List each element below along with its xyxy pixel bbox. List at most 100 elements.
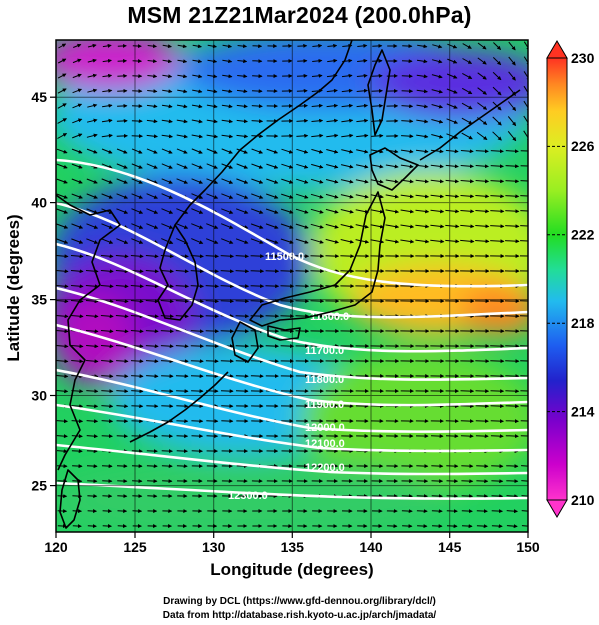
wind-arrow	[491, 479, 504, 484]
coastline-korea	[157, 224, 199, 321]
wind-arrow	[190, 329, 204, 334]
wind-arrow	[116, 163, 128, 169]
wind-arrow	[191, 223, 204, 229]
wind-arrow	[102, 58, 112, 63]
wind-arrow	[221, 134, 234, 139]
wind-arrow	[490, 419, 504, 424]
wind-arrow	[176, 178, 189, 184]
colorbar-tick-label: 222	[571, 227, 595, 243]
wind-arrow	[445, 224, 460, 229]
wind-arrow	[56, 359, 69, 364]
wind-arrow	[401, 119, 414, 124]
wind-arrow	[431, 134, 444, 139]
wind-arrow	[265, 208, 279, 214]
wind-arrow	[176, 134, 188, 139]
wind-arrow	[490, 434, 504, 439]
wind-arrow	[326, 103, 339, 108]
wind-arrow	[401, 89, 414, 94]
wind-arrow	[476, 509, 488, 514]
wind-arrow	[505, 419, 519, 424]
wind-arrow	[221, 238, 234, 244]
contour-labels: 11500.0 11600.0 11700.0 11800.0 11900.0 …	[228, 251, 349, 502]
wind-arrow	[70, 269, 84, 274]
wind-arrow	[341, 103, 354, 108]
wind-arrow	[116, 419, 129, 424]
wind-arrow	[252, 74, 263, 79]
wind-arrow	[86, 464, 98, 469]
wind-arrow	[477, 57, 487, 65]
wind-arrow	[70, 254, 84, 259]
y-tick-label: 25	[31, 478, 47, 494]
wind-arrow	[477, 42, 487, 50]
wind-arrow	[207, 89, 218, 94]
wind-arrow	[447, 58, 458, 64]
wind-arrow	[266, 163, 279, 169]
wind-arrow	[415, 179, 429, 184]
wind-arrow	[416, 104, 429, 109]
wind-arrow	[71, 148, 83, 154]
wind-arrow	[146, 163, 158, 169]
wind-arrow	[311, 103, 323, 108]
wind-arrow	[56, 314, 69, 319]
wind-arrow	[520, 210, 528, 212]
wind-arrow	[265, 269, 280, 274]
wind-arrow	[175, 269, 189, 274]
wind-arrow	[86, 344, 99, 349]
wind-arrow	[131, 374, 144, 379]
wind-arrow	[57, 464, 68, 469]
wind-arrow	[206, 223, 219, 229]
wind-arrow	[492, 116, 502, 126]
contour-label-12100: 12100.0	[305, 438, 345, 450]
wind-arrow	[493, 42, 502, 50]
wind-arrow	[87, 73, 98, 78]
wind-arrow	[56, 434, 68, 439]
wind-arrow	[476, 524, 488, 529]
wind-arrow	[460, 149, 474, 154]
wind-arrow	[491, 524, 503, 529]
wind-arrow	[461, 87, 473, 95]
wind-arrow	[236, 134, 249, 139]
coastline-hokkaido	[369, 147, 419, 191]
wind-arrow	[87, 103, 98, 108]
wind-arrow	[265, 284, 280, 289]
wind-arrow	[86, 193, 98, 199]
wind-arrow	[356, 88, 368, 93]
contour-line-12000	[56, 368, 528, 433]
wind-arrow	[116, 208, 129, 214]
wind-arrow	[162, 44, 172, 49]
wind-arrow	[160, 359, 174, 364]
wind-arrow	[430, 209, 445, 214]
wind-arrow	[521, 510, 528, 512]
wind-arrow	[446, 118, 459, 124]
wind-arrow	[161, 404, 174, 409]
wind-arrow	[431, 119, 444, 124]
wind-arrow	[355, 239, 370, 244]
wind-arrow	[520, 375, 528, 377]
wind-arrow	[490, 164, 504, 169]
contour-line-12100	[56, 403, 528, 453]
wind-arrow	[207, 44, 217, 49]
colorbar-tick-label: 230	[571, 50, 595, 66]
wind-arrow	[475, 149, 489, 154]
wind-arrow	[71, 344, 84, 349]
wind-arrow	[70, 299, 84, 304]
wind-arrow	[71, 208, 84, 214]
wind-arrow	[102, 73, 113, 78]
wind-arrow	[115, 344, 129, 349]
wind-arrow	[175, 299, 189, 304]
wind-arrow	[385, 209, 400, 214]
coastline-honshu	[249, 191, 386, 327]
wind-arrow	[206, 104, 218, 109]
wind-arrow	[56, 223, 69, 229]
wind-arrow	[520, 240, 528, 242]
wind-arrow	[295, 223, 309, 229]
wind-arrow	[205, 314, 219, 319]
wind-arrow	[56, 344, 69, 349]
wind-arrow	[251, 104, 263, 109]
wind-arrow	[296, 73, 308, 78]
wind-arrow	[251, 178, 264, 184]
wind-arrow	[72, 103, 83, 109]
wind-arrow	[431, 74, 443, 79]
wind-arrow	[340, 209, 354, 214]
